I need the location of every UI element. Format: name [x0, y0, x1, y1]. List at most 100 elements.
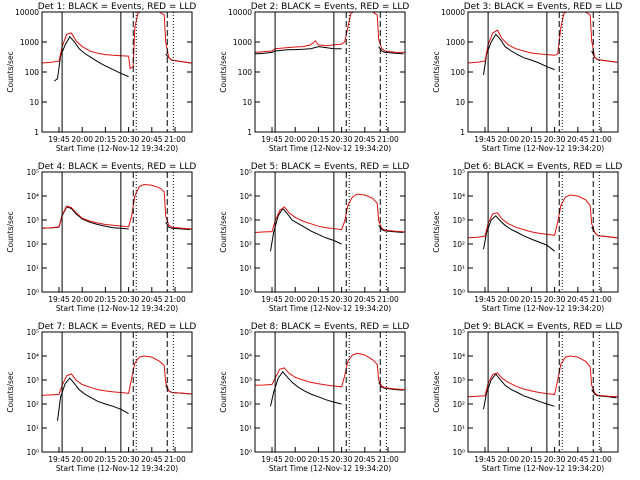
detector-panel-9: Det 9: BLACK = Events, RED = LLD 10⁰ 10¹ 10… [432, 322, 622, 473]
x-tick-label: 19:45 [48, 295, 70, 304]
y-tick-label: 10 [242, 98, 252, 107]
y-tick-label: 10² [452, 240, 465, 249]
y-tick-label: 10000 [15, 8, 39, 17]
panel-title: Det 4: BLACK = Events, RED = LLD [38, 162, 197, 172]
x-axis-label: Start Time (12-Nov-12 19:34:20) [56, 144, 178, 153]
axes-frame [254, 171, 406, 293]
series-line-lld [42, 355, 192, 396]
x-tick-label: 20:30 [118, 455, 140, 464]
axes-frame [467, 171, 619, 293]
y-tick-label: 10⁰ [452, 288, 465, 297]
x-tick-label: 21:00 [377, 295, 399, 304]
x-tick-label: 20:30 [544, 135, 566, 144]
x-tick-label: 19:45 [474, 455, 496, 464]
detector-panel-2: Det 2: BLACK = Events, RED = LLD 1 10 100 10… [219, 2, 409, 153]
y-tick-label: 10¹ [239, 424, 252, 433]
detector-panel-7: Det 7: BLACK = Events, RED = LLD 10⁰ 10¹ 10… [6, 322, 196, 473]
y-tick-label: 10³ [239, 376, 252, 385]
y-tick-label: 10⁴ [26, 192, 39, 201]
x-tick-label: 19:45 [261, 295, 283, 304]
panel-title: Det 1: BLACK = Events, RED = LLD [38, 2, 197, 12]
series-line-lld [255, 352, 405, 391]
detector-panel-1: Det 1: BLACK = Events, RED = LLD 1 10 100 10… [6, 2, 196, 153]
x-tick-label: 21:00 [164, 455, 186, 464]
y-tick-label: 10000 [441, 8, 465, 17]
y-tick-label: 10³ [26, 376, 39, 385]
plot-area [42, 183, 192, 231]
series-line-events [57, 377, 129, 421]
x-tick-label: 20:00 [497, 135, 519, 144]
panel-title: Det 3: BLACK = Events, RED = LLD [464, 2, 623, 12]
y-axis-label: Counts/sec [432, 371, 441, 412]
y-tick-label: 10⁴ [239, 192, 252, 201]
x-axis-label: Start Time (12-Nov-12 19:34:20) [482, 304, 604, 313]
y-tick-label: 10⁵ [452, 328, 465, 337]
y-tick-label: 10⁴ [26, 352, 39, 361]
y-tick-label: 100 [238, 68, 253, 77]
y-tick-label: 10³ [452, 376, 465, 385]
y-axis-label: Counts/sec [6, 211, 15, 252]
y-tick-label: 10⁰ [239, 448, 252, 457]
y-tick-label: 10⁵ [26, 328, 39, 337]
x-axis-label: Start Time (12-Nov-12 19:34:20) [269, 304, 391, 313]
series-line-lld [42, 12, 192, 70]
series-line-events [483, 33, 555, 75]
y-axis-label: Counts/sec [219, 211, 228, 252]
y-tick-label: 1 [247, 128, 252, 137]
x-tick-label: 20:30 [331, 135, 353, 144]
y-tick-label: 10⁴ [452, 192, 465, 201]
series-line-events [255, 46, 342, 55]
y-axis-label: Counts/sec [432, 211, 441, 252]
x-axis-label: Start Time (12-Nov-12 19:34:20) [56, 464, 178, 473]
axes-frame [467, 11, 619, 133]
detector-panel-3: Det 3: BLACK = Events, RED = LLD 1 10 100 10… [432, 2, 622, 153]
plot-area [468, 355, 618, 410]
x-tick-label: 20:30 [331, 455, 353, 464]
x-tick-label: 21:00 [164, 135, 186, 144]
x-axis-label: Start Time (12-Nov-12 19:34:20) [269, 464, 391, 473]
x-tick-label: 19:45 [48, 455, 70, 464]
y-tick-label: 10³ [239, 216, 252, 225]
x-tick-label: 20:45 [354, 295, 376, 304]
y-tick-label: 10² [452, 400, 465, 409]
x-tick-label: 20:45 [567, 455, 589, 464]
y-tick-label: 10 [455, 98, 465, 107]
x-tick-label: 21:00 [590, 295, 612, 304]
detector-panel-8: Det 8: BLACK = Events, RED = LLD 10⁰ 10¹ 10… [219, 322, 409, 473]
x-tick-label: 19:45 [474, 295, 496, 304]
y-tick-label: 10⁵ [239, 168, 252, 177]
x-tick-label: 20:15 [95, 295, 117, 304]
series-line-lld [468, 194, 618, 239]
x-tick-label: 19:45 [474, 135, 496, 144]
x-tick-label: 20:15 [308, 455, 330, 464]
y-tick-label: 10¹ [26, 424, 39, 433]
y-axis-label: Counts/sec [6, 371, 15, 412]
y-tick-label: 10¹ [452, 424, 465, 433]
x-tick-label: 21:00 [164, 295, 186, 304]
y-tick-label: 1000 [20, 38, 39, 47]
y-tick-label: 1000 [446, 38, 465, 47]
x-tick-label: 20:00 [284, 295, 306, 304]
x-tick-label: 21:00 [377, 135, 399, 144]
y-tick-label: 10² [239, 240, 252, 249]
x-tick-label: 20:00 [284, 135, 306, 144]
y-tick-label: 10⁴ [452, 352, 465, 361]
panel-title: Det 6: BLACK = Events, RED = LLD [464, 162, 623, 172]
series-line-events [165, 222, 191, 231]
y-tick-label: 10⁰ [26, 288, 39, 297]
x-tick-label: 20:30 [331, 295, 353, 304]
y-tick-label: 10³ [26, 216, 39, 225]
x-tick-label: 20:30 [118, 295, 140, 304]
x-tick-label: 21:00 [590, 455, 612, 464]
y-tick-label: 100 [451, 68, 466, 77]
y-tick-label: 10⁴ [239, 352, 252, 361]
x-tick-label: 20:30 [544, 295, 566, 304]
axes-frame [254, 11, 406, 133]
axes-frame [467, 331, 619, 453]
y-tick-label: 10² [239, 400, 252, 409]
x-tick-label: 20:00 [71, 135, 93, 144]
detector-panel-6: Det 6: BLACK = Events, RED = LLD 10⁰ 10¹ 10… [432, 162, 622, 313]
series-line-lld [255, 193, 405, 233]
x-axis-label: Start Time (12-Nov-12 19:34:20) [482, 144, 604, 153]
y-tick-label: 10⁵ [239, 328, 252, 337]
